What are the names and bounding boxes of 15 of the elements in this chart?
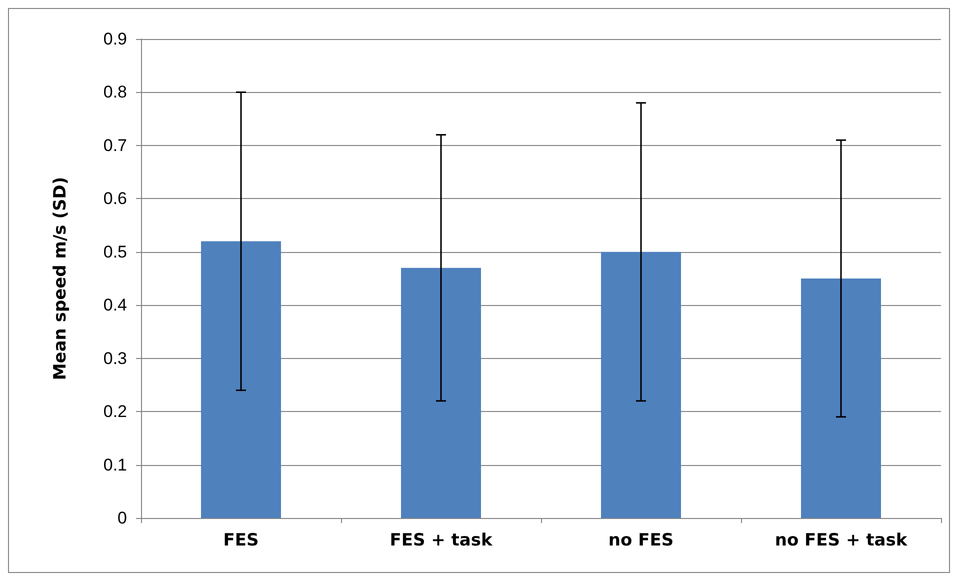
y-tick-label: 0.7 — [103, 136, 127, 155]
y-tick-label: 0.4 — [103, 296, 127, 315]
x-tick-label: no FES + task — [774, 530, 908, 550]
y-tick-label: 0.2 — [103, 402, 127, 422]
y-tick-label: 0.3 — [103, 348, 127, 368]
y-tick-label: 0.1 — [103, 455, 127, 474]
y-tick-label: 0.6 — [103, 189, 127, 208]
x-tick-label: FES — [223, 530, 259, 550]
y-tick-label: 0.5 — [103, 242, 127, 262]
y-tick-label: 0.8 — [103, 82, 127, 102]
y-axis-title: Mean speed m/s (SD) — [50, 176, 70, 380]
y-tick-label: 0.9 — [103, 30, 127, 48]
y-tick-label: 0 — [118, 508, 127, 528]
x-tick-label: FES + task — [390, 530, 493, 550]
x-tick-label: no FES — [608, 530, 674, 550]
